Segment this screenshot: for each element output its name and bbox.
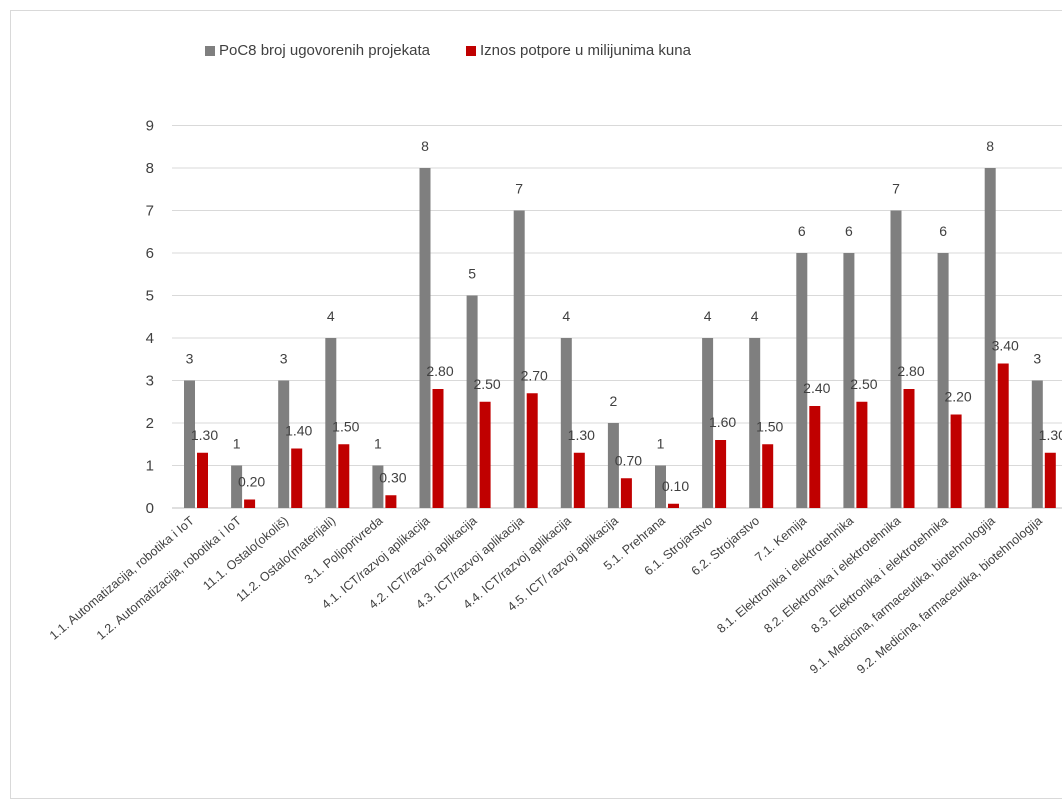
data-label-series-1: 4 — [562, 308, 570, 324]
bar-series-2 — [385, 495, 397, 508]
data-label-series-1: 1 — [233, 436, 241, 452]
data-label-series-2: 0.70 — [615, 452, 642, 468]
data-label-series-2: 2.50 — [850, 376, 877, 392]
legend-label-series-1: PoC8 broj ugovorenih projekata — [219, 42, 430, 59]
bar-series-1 — [513, 210, 525, 508]
category-label: 11.1. Ostalo(okoliš) — [200, 514, 291, 593]
data-label-series-1: 4 — [704, 308, 712, 324]
y-tick-label: 1 — [146, 458, 154, 475]
legend-swatch-series-2 — [465, 45, 476, 56]
data-label-series-1: 5 — [468, 266, 476, 282]
bar-series-2 — [338, 444, 350, 508]
data-label-series-2: 2.80 — [897, 363, 924, 379]
data-label-series-1: 6 — [845, 223, 853, 239]
data-label-series-1: 8 — [986, 138, 994, 154]
data-label-series-2: 1.30 — [568, 427, 595, 443]
data-label-series-1: 4 — [751, 308, 759, 324]
bar-series-2 — [620, 478, 632, 508]
bar-series-2 — [197, 452, 208, 508]
data-label-series-1: 7 — [515, 181, 523, 197]
data-label-series-1: 7 — [892, 181, 900, 197]
data-label-series-1: 1 — [374, 436, 382, 452]
data-label-series-2: 1.60 — [709, 414, 736, 430]
bar-series-1 — [466, 295, 478, 508]
data-label-series-2: 3.40 — [992, 338, 1019, 354]
bar-series-2 — [1044, 452, 1056, 508]
bar-series-1 — [372, 465, 384, 508]
y-tick-label: 6 — [146, 245, 154, 262]
bar-series-1 — [278, 380, 290, 508]
bar-series-1 — [560, 338, 572, 508]
legend-item-series-2: Iznos potpore u milijunima kuna — [465, 42, 691, 59]
data-label-series-2: 2.70 — [521, 367, 548, 383]
y-tick-label: 2 — [146, 415, 154, 432]
y-tick-label: 3 — [146, 373, 154, 390]
data-label-series-1: 1 — [657, 436, 665, 452]
legend-label-series-2: Iznos potpore u milijunima kuna — [479, 42, 691, 59]
data-label-series-2: 2.40 — [803, 380, 830, 396]
bar-series-1 — [702, 338, 714, 508]
data-label-series-2: 0.10 — [662, 478, 689, 494]
bar-series-1 — [796, 253, 808, 508]
bar-series-1 — [607, 423, 619, 508]
data-label-series-2: 1.30 — [1039, 427, 1062, 443]
bar-series-2 — [762, 444, 774, 508]
bar-series-1 — [749, 338, 761, 508]
data-label-series-1: 4 — [327, 308, 335, 324]
data-label-series-2: 2.50 — [473, 376, 500, 392]
y-tick-label: 8 — [146, 160, 154, 177]
legend-item-series-1: PoC8 broj ugovorenih projekata — [205, 42, 430, 59]
bar-series-2 — [809, 406, 821, 508]
bar-series-1 — [843, 253, 855, 508]
y-tick-label: 0 — [146, 500, 154, 517]
bar-series-2 — [526, 393, 538, 508]
data-label-series-2: 1.50 — [756, 418, 783, 434]
data-label-series-1: 2 — [610, 393, 618, 409]
y-tick-label: 4 — [146, 330, 154, 347]
y-tick-label: 9 — [146, 118, 154, 135]
y-tick-label: 7 — [146, 203, 154, 220]
bar-series-1 — [419, 168, 431, 508]
bar-series-1 — [231, 465, 243, 508]
bar-series-1 — [655, 465, 666, 508]
legend-swatch-series-1 — [205, 45, 215, 56]
data-label-series-1: 6 — [798, 223, 806, 239]
data-label-series-2: 2.80 — [426, 363, 453, 379]
category-label: 3.1. Poljoprivreda — [302, 514, 386, 587]
bar-series-2 — [997, 363, 1009, 508]
data-label-series-1: 3 — [280, 351, 288, 367]
data-label-series-2: 1.40 — [285, 423, 312, 439]
bar-series-2 — [479, 401, 491, 508]
y-tick-label: 5 — [146, 288, 154, 305]
bar-series-2 — [903, 389, 915, 508]
bar-series-2 — [715, 440, 727, 508]
bar-series-2 — [856, 401, 868, 508]
data-label-series-2: 0.20 — [238, 474, 265, 490]
bar-series-2 — [573, 452, 585, 508]
bar-series-1 — [184, 380, 195, 508]
legend: PoC8 broj ugovorenih projekata Iznos pot… — [205, 42, 727, 59]
bar-series-2 — [291, 448, 303, 508]
data-label-series-1: 6 — [939, 223, 947, 239]
bar-series-1 — [937, 253, 949, 508]
data-label-series-2: 1.30 — [191, 427, 218, 443]
bar-series-2 — [950, 414, 962, 508]
data-label-series-2: 2.20 — [944, 389, 971, 405]
bar-series-1 — [890, 210, 902, 508]
bar-series-2 — [668, 503, 679, 508]
data-label-series-2: 0.30 — [379, 469, 406, 485]
data-label-series-1: 3 — [186, 351, 194, 367]
bar-series-1 — [1031, 380, 1043, 508]
bar-series-1 — [984, 168, 996, 508]
data-label-series-1: 3 — [1033, 351, 1041, 367]
bar-series-2 — [244, 499, 256, 508]
bar-series-1 — [325, 338, 337, 508]
bar-series-2 — [432, 389, 444, 508]
data-label-series-2: 1.50 — [332, 418, 359, 434]
data-label-series-1: 8 — [421, 138, 429, 154]
